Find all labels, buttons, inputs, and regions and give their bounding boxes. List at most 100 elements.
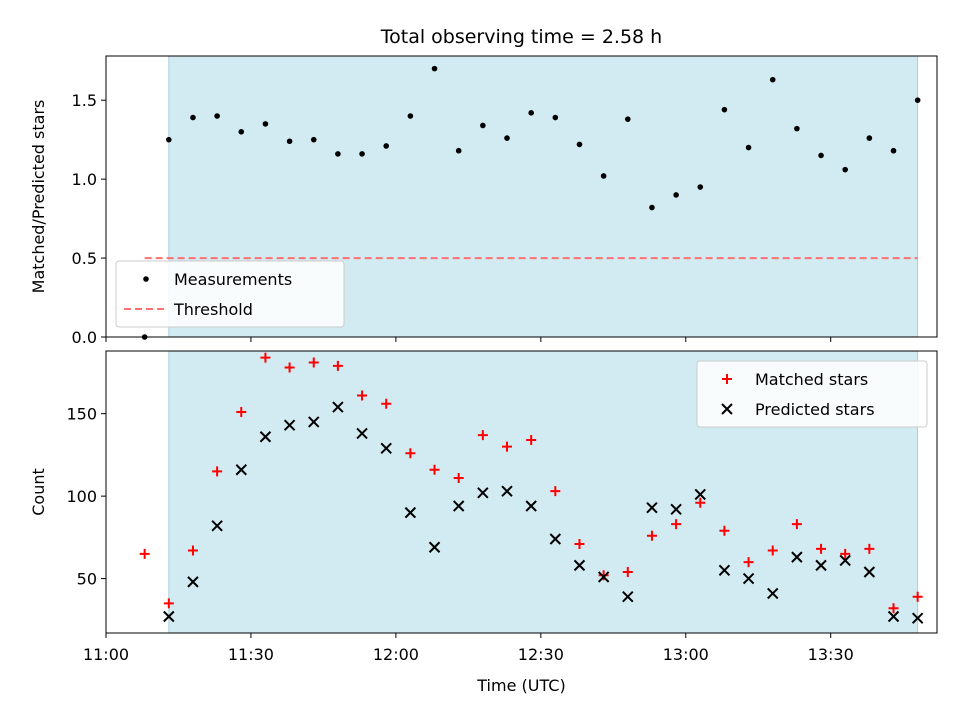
data-point: [260, 352, 271, 363]
data-point: [864, 543, 875, 554]
data-point: [359, 151, 365, 157]
data-point: [383, 143, 390, 149]
data-point: [332, 360, 343, 371]
data-point: [791, 519, 802, 530]
x-tick-label: 12:30: [518, 645, 564, 664]
data-point: [697, 184, 704, 190]
legend-label: Threshold: [173, 300, 253, 319]
data-point: [839, 554, 851, 567]
data-point: [504, 135, 510, 141]
data-point: [914, 97, 921, 104]
data-point: [404, 506, 417, 519]
series-predicted-stars: [163, 401, 924, 624]
legend-label: Predicted stars: [755, 400, 875, 419]
data-point: [670, 503, 682, 516]
axes-frame: [105, 55, 938, 338]
x-tick-label: 11:30: [228, 645, 274, 664]
data-point: [695, 497, 706, 508]
data-point: [694, 488, 706, 501]
data-point: [767, 587, 779, 600]
data-point: [646, 530, 657, 541]
legend-box: [696, 360, 928, 428]
panel-1: 0.0 0.5 1.0 1.5 Total observing time = 2.58 …: [29, 26, 938, 347]
chart-title: Total observing time = 2.58 h: [380, 26, 662, 48]
data-point: [818, 152, 824, 159]
y-tick-label: 150: [66, 405, 97, 424]
data-point: [866, 135, 873, 141]
data-point: [407, 113, 414, 119]
data-point: [453, 472, 464, 483]
data-point: [673, 192, 679, 198]
data-point: [187, 545, 198, 556]
data-point: [671, 519, 682, 530]
data-point: [212, 466, 223, 477]
legend-plus-swatch: [722, 374, 732, 384]
data-point: [526, 435, 537, 446]
data-point: [719, 525, 730, 536]
y-tick-label: 50: [77, 570, 97, 589]
y-tick-label: 1.5: [72, 91, 97, 110]
data-point: [743, 557, 754, 568]
data-point: [622, 591, 634, 603]
data-point: [286, 138, 293, 145]
data-point: [552, 114, 559, 121]
data-point: [310, 136, 317, 143]
x-tick-label: 11:00: [83, 645, 129, 664]
data-point: [718, 564, 731, 577]
data-point: [501, 485, 513, 497]
legend-box: [115, 260, 345, 328]
data-point: [624, 116, 631, 122]
data-point: [283, 419, 296, 431]
legend-dot-swatch: [143, 276, 149, 282]
data-point: [381, 398, 392, 409]
data-point: [528, 110, 534, 116]
data-point: [888, 603, 899, 614]
legend-x-swatch: [721, 403, 733, 415]
data-point: [480, 122, 486, 129]
data-point: [187, 576, 199, 588]
data-point: [455, 147, 462, 154]
data-point: [622, 566, 633, 577]
data-point: [356, 427, 368, 440]
data-point: [477, 487, 489, 499]
data-point: [840, 548, 851, 559]
data-point: [259, 431, 272, 443]
data-point: [211, 520, 223, 532]
data-point: [769, 76, 776, 83]
y-tick-label: 100: [66, 487, 97, 506]
data-point: [236, 407, 247, 418]
legend-label: Matched stars: [755, 370, 868, 389]
series-measurements: [141, 65, 921, 340]
data-point: [405, 448, 416, 459]
x-tick-label: 12:00: [373, 645, 419, 664]
y-tick-label: 0.0: [72, 328, 97, 347]
data-point: [163, 610, 175, 623]
legend-label: Measurements: [174, 270, 292, 289]
data-point: [477, 430, 488, 441]
y-axis-label: Matched/Predicted stars: [29, 100, 48, 294]
data-point: [649, 204, 655, 211]
data-point: [574, 538, 585, 549]
data-point: [429, 464, 440, 475]
x-tick-label: 13:30: [808, 645, 854, 664]
series-matched-stars: [139, 352, 923, 614]
data-point: [911, 612, 924, 624]
data-point: [742, 572, 755, 585]
data-point: [816, 543, 827, 554]
data-point: [163, 598, 174, 609]
data-point: [214, 113, 220, 119]
data-point: [815, 559, 827, 572]
data-point: [380, 442, 392, 455]
panel-2: 50 100 150 11:00 11:30 12:00 12:30 13:00 13:30 Co…: [29, 350, 938, 695]
data-point: [284, 362, 295, 373]
data-point: [308, 357, 319, 368]
data-point: [139, 548, 150, 559]
data-point: [502, 441, 513, 452]
data-point: [912, 591, 923, 602]
data-point: [525, 500, 537, 512]
data-point: [332, 401, 344, 413]
data-point: [721, 106, 728, 113]
data-point: [550, 486, 561, 497]
data-point: [842, 166, 849, 173]
